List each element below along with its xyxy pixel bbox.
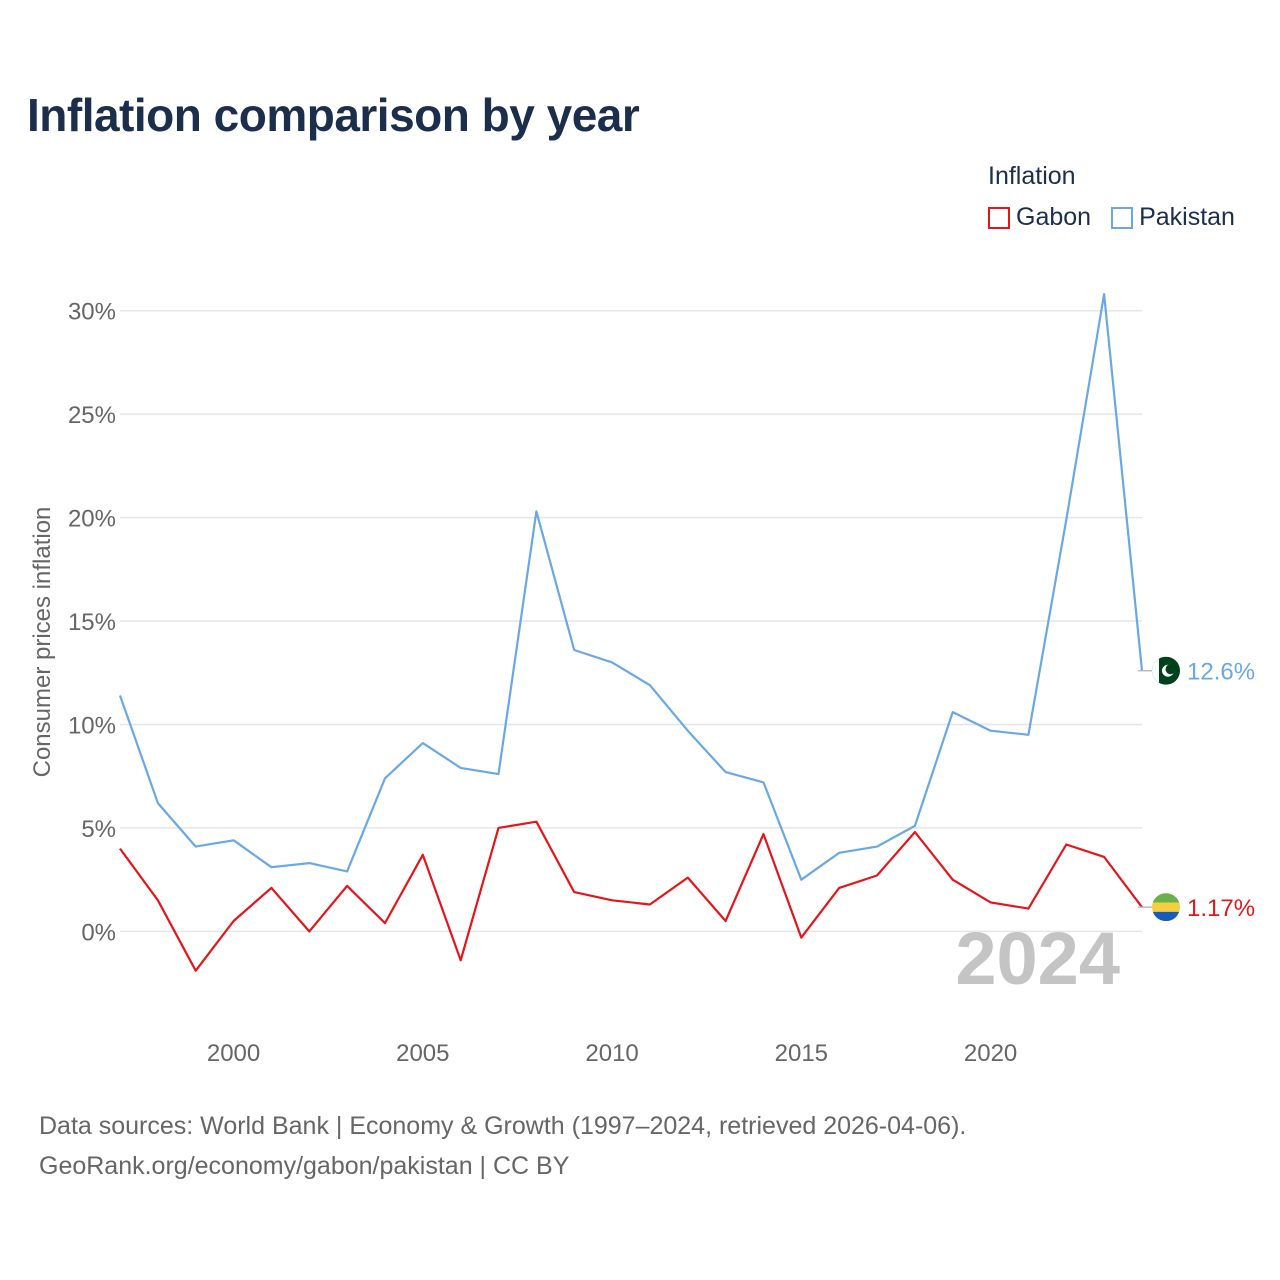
source-line-2[interactable]: GeoRank.org/economy/gabon/pakistan | CC … bbox=[39, 1152, 570, 1180]
x-tick-label: 2010 bbox=[585, 1040, 638, 1067]
chart-title: Inflation comparison by year bbox=[27, 89, 640, 141]
y-tick-label: 25% bbox=[68, 402, 116, 429]
watermark-year: 2024 bbox=[955, 917, 1120, 1000]
y-tick-label: 15% bbox=[68, 609, 116, 636]
series-line-gabon[interactable] bbox=[119, 820, 1143, 972]
y-tick-label: 20% bbox=[68, 506, 116, 533]
legend-swatch-pakistan bbox=[1111, 206, 1134, 229]
y-axis-label: Consumer prices inflation bbox=[29, 507, 56, 778]
source-note: Data sources: World Bank | Economy & Gro… bbox=[39, 1106, 966, 1186]
x-tick-label: 2000 bbox=[207, 1040, 260, 1067]
y-tick-label: 0% bbox=[81, 919, 116, 946]
pakistan-flag-icon bbox=[1152, 656, 1180, 685]
legend-swatch-gabon bbox=[988, 206, 1010, 229]
legend-title: Inflation bbox=[988, 162, 1076, 190]
y-tick-label: 10% bbox=[68, 712, 116, 739]
x-tick-label: 2020 bbox=[964, 1040, 1017, 1067]
legend-label-gabon: Gabon bbox=[1016, 203, 1092, 231]
x-tick-label: 2005 bbox=[396, 1040, 449, 1067]
legend-label-pakistan: Pakistan bbox=[1139, 203, 1235, 231]
end-value-label-pakistan: 12.6% bbox=[1187, 659, 1255, 686]
legend: Inflation Gabon Pakistan bbox=[988, 162, 1235, 232]
y-tick-label: 30% bbox=[68, 299, 116, 326]
line-chart: 0% 5% 10% 15% 20% 25% 30% 2000 2005 2010 2015 2020… bbox=[29, 293, 1255, 1067]
y-tick-label: 5% bbox=[81, 816, 116, 843]
legend-item-gabon[interactable]: Gabon bbox=[988, 203, 1091, 232]
series-line-pakistan[interactable] bbox=[118, 293, 1144, 881]
source-line-1: Data sources: World Bank | Economy & Gro… bbox=[39, 1112, 967, 1140]
x-tick-label: 2015 bbox=[775, 1040, 828, 1067]
gabon-flag-icon bbox=[1152, 893, 1180, 922]
end-value-label-gabon: 1.17% bbox=[1187, 895, 1255, 922]
legend-item-pakistan[interactable]: Pakistan bbox=[1111, 203, 1235, 232]
